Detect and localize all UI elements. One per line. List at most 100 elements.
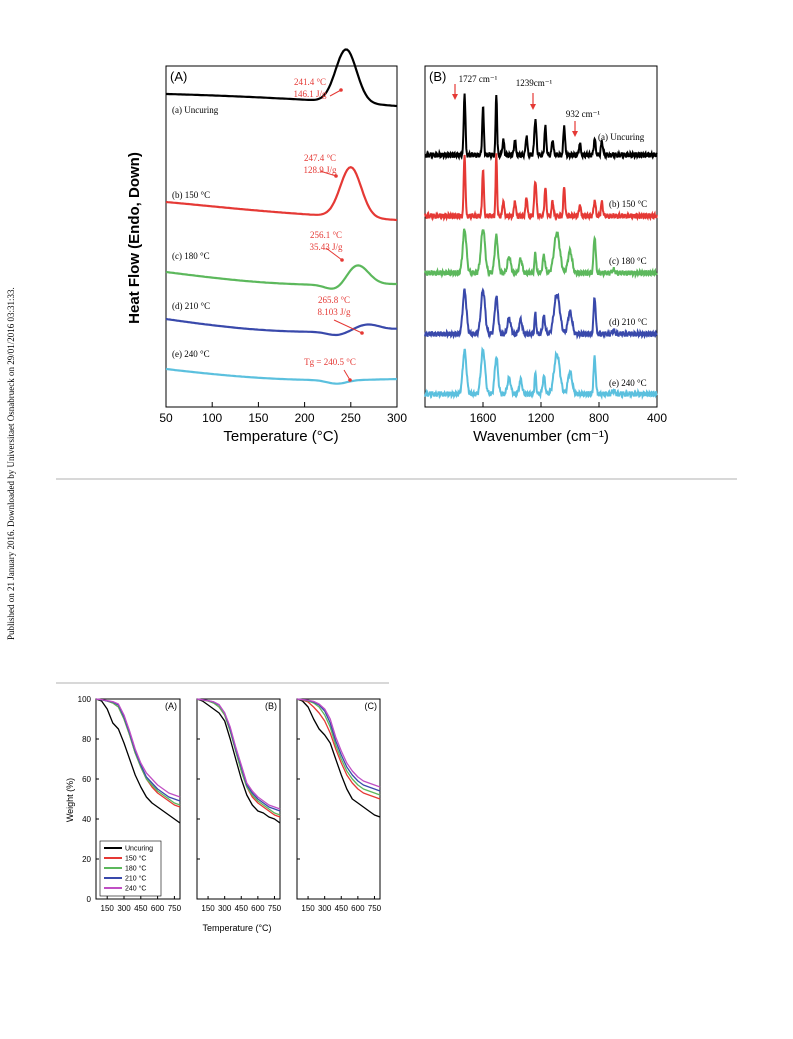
tga-legend-label: 150 °C [125, 855, 146, 863]
tga-x-tick-label: 450 [335, 904, 349, 913]
dsc-x-tick-label: 150 [248, 411, 268, 425]
tga-series-line [196, 698, 281, 824]
dsc-annotation-arrow [319, 170, 337, 177]
dsc-series-line [165, 264, 397, 290]
dsc-x-tick-label: 250 [341, 411, 361, 425]
ftir-series-label: (c) 180 °C [609, 256, 647, 266]
ftir-x-tick-label: 800 [589, 411, 609, 425]
tga-y-tick-label: 80 [82, 735, 91, 744]
tga-x-tick-label: 150 [201, 904, 215, 913]
tga-series-line [95, 698, 181, 808]
tga-panel-label: (B) [265, 701, 277, 711]
tga-y-tick-label: 20 [82, 855, 91, 864]
dsc-annotation-arrow [333, 319, 363, 334]
ftir-chart: 1600 1200 800 400 (B) Wavenumber (cm⁻¹) (a)… [424, 65, 667, 445]
tga-y-tick-label: 100 [78, 695, 92, 704]
dsc-annotation-text: 8.103 J/g [317, 307, 351, 317]
ftir-annotation-arrowhead [572, 131, 578, 137]
dsc-x-tick-label: 300 [387, 411, 407, 425]
dsc-annotation-text: 256.1 °C [310, 230, 342, 240]
ftir-annotation-arrowhead [530, 104, 536, 110]
tga-x-tick-label: 300 [117, 904, 131, 913]
ftir-annotation-text: 1239cm⁻¹ [516, 78, 553, 88]
dsc-annotation-text: 128.9 J/g [303, 165, 337, 175]
dsc-annotation-text: 241.4 °C [294, 77, 326, 87]
tga-y-tick-label: 60 [82, 775, 91, 784]
dsc-series-label: (d) 210 °C [172, 301, 210, 311]
publication-note: Published on 21 January 2016. Downloaded… [6, 287, 16, 640]
dsc-series-label: (e) 240 °C [172, 349, 210, 359]
dsc-x-tick-label: 200 [295, 411, 315, 425]
ftir-annotations: 1727 cm⁻¹ 1239cm⁻¹ 932 cm⁻¹ [452, 74, 600, 137]
dsc-x-tick-label: 100 [202, 411, 222, 425]
tga-legend-label: 210 °C [125, 875, 146, 883]
dsc-annotation-text: Tg = 240.5 °C [304, 357, 356, 367]
dsc-annotation-arrowhead [339, 88, 343, 92]
dsc-annotation-text: 265.8 °C [318, 295, 350, 305]
dsc-y-axis-label: Heat Flow (Endo, Down) [126, 152, 143, 324]
ftir-x-axis-label: Wavenumber (cm⁻¹) [473, 428, 609, 445]
ftir-x-tick-label: 400 [647, 411, 667, 425]
tga-x-tick-label: 300 [318, 904, 332, 913]
dsc-series-label: (b) 150 °C [172, 190, 210, 200]
dsc-x-axis: 50 100 150 200 250 300 [159, 402, 407, 425]
dsc-x-axis-label: Temperature (°C) [223, 428, 338, 445]
ftir-annotation-text: 1727 cm⁻¹ [459, 74, 498, 84]
dsc-series-line [165, 166, 398, 222]
dsc-annotation-arrowhead [348, 378, 352, 382]
tga-y-axis: 0 20 40 60 80 100 [78, 695, 92, 904]
dsc-x-tick-label: 50 [159, 411, 173, 425]
tga-series-line [296, 698, 381, 796]
tga-x-tick-label: 300 [218, 904, 232, 913]
ftir-annotation-arrowhead [452, 94, 458, 100]
tga-y-tick-label: 0 [87, 895, 92, 904]
tga-panel-frame [196, 698, 281, 900]
ftir-series-line [424, 93, 658, 161]
ftir-series-label: (d) 210 °C [609, 317, 647, 327]
ftir-x-tick-label: 1600 [470, 411, 497, 425]
tga-panels: 150 300 450 600 750(A)150 300 450 600 750(B)150 3… [95, 698, 382, 913]
ftir-annotation-text: 932 cm⁻¹ [566, 109, 600, 119]
dsc-series-line [165, 317, 397, 337]
tga-x-tick-label: 750 [268, 904, 282, 913]
ftir-series-labels: (a) Uncuring (b) 150 °C (c) 180 °C (d) 210 … [598, 132, 647, 388]
tga-series-line [296, 698, 381, 818]
ftir-frame [424, 65, 658, 408]
ftir-series-group [424, 93, 658, 401]
tga-y-axis-label: Weight (%) [65, 778, 75, 822]
tga-x-tick-label: 600 [251, 904, 265, 913]
ftir-series-line [424, 287, 658, 340]
tga-x-tick-label: 150 [101, 904, 115, 913]
dsc-annotation-arrowhead [334, 174, 338, 178]
dsc-series-label: (a) Uncuring [172, 105, 219, 115]
tga-series-line [196, 698, 281, 816]
tga-x-tick-label: 450 [235, 904, 249, 913]
ftir-series-label: (a) Uncuring [598, 132, 645, 142]
dsc-annotation-arrowhead [360, 331, 364, 335]
dsc-series-group [165, 48, 398, 385]
tga-panel-frame [95, 698, 181, 900]
tga-x-axis-label: Temperature (°C) [202, 923, 271, 933]
ftir-series-line [424, 228, 658, 280]
tga-legend-label: 240 °C [125, 885, 146, 893]
tga-series-line [95, 698, 181, 824]
tga-x-tick-label: 450 [134, 904, 148, 913]
tga-legend-label: 180 °C [125, 865, 146, 873]
ftir-series-line [424, 346, 658, 401]
ftir-series-line [424, 153, 658, 222]
tga-series-line [95, 698, 181, 802]
dsc-annotation-text: 35.43 J/g [309, 242, 343, 252]
tga-legend-label: Uncuring [125, 846, 153, 853]
ftir-x-axis: 1600 1200 800 400 [470, 402, 667, 425]
ftir-series-label: (b) 150 °C [609, 199, 647, 209]
tga-panel-frame [296, 698, 381, 900]
dsc-annotation-text: 247.4 °C [304, 153, 336, 163]
dsc-annotation-arrow [329, 89, 342, 97]
dsc-annotation-text: 146.1 J/g [293, 89, 327, 99]
dsc-annotation-arrow [343, 369, 351, 381]
dsc-annotation-arrowhead [340, 258, 344, 262]
tga-x-tick-label: 750 [368, 904, 382, 913]
tga-series-line [95, 698, 181, 798]
dsc-annotations: 241.4 °C 146.1 J/g 247.4 °C 128.9 J/g 256.1 … [293, 77, 364, 382]
dsc-frame [165, 65, 398, 408]
